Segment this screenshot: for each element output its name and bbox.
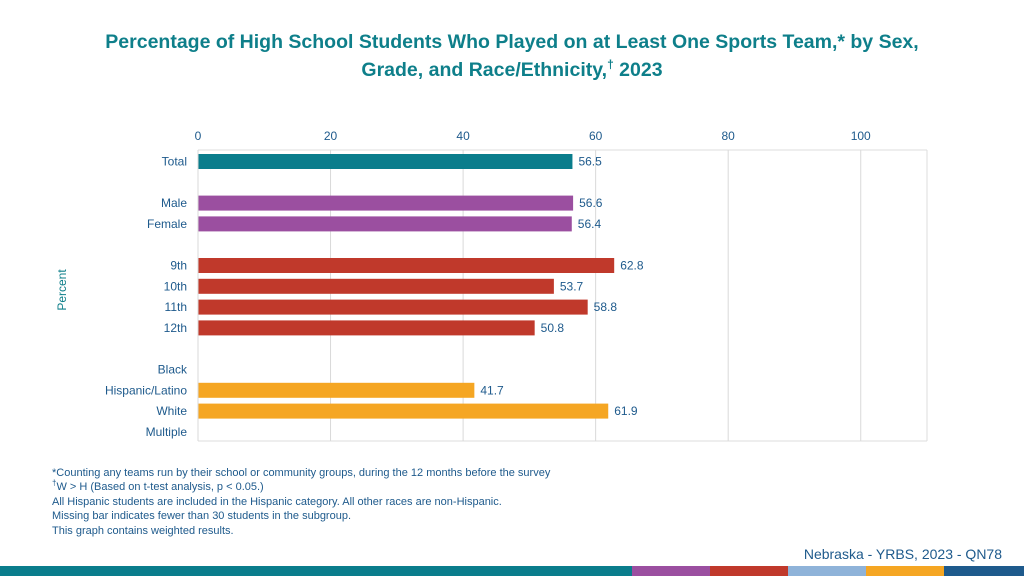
x-tick-label-60: 60 <box>589 129 603 143</box>
x-tick-label-100: 100 <box>851 129 871 143</box>
category-label-hispanic-latino: Hispanic/Latino <box>105 383 187 397</box>
bar-11th <box>198 299 588 315</box>
category-label-12th: 12th <box>164 321 187 335</box>
bar-hispanic-latino <box>198 382 475 398</box>
y-axis-label: Percent <box>55 269 69 311</box>
category-label-white: White <box>156 404 187 418</box>
footnote-5: This graph contains weighted results. <box>52 524 234 537</box>
x-tick-label-0: 0 <box>195 129 202 143</box>
data-label-female: 56.4 <box>578 217 602 231</box>
footer-band-segment <box>944 566 1024 576</box>
x-tick-label-40: 40 <box>456 129 470 143</box>
bar-male <box>198 195 574 211</box>
footer-band-segment <box>632 566 710 576</box>
bar-female <box>198 216 572 232</box>
footnotes: *Counting any teams run by their school … <box>52 466 752 538</box>
bar-white <box>198 403 609 419</box>
category-label-11th: 11th <box>165 300 187 314</box>
category-label-10th: 10th <box>164 279 187 293</box>
footnote-4: Missing bar indicates fewer than 30 stud… <box>52 510 352 523</box>
category-label-female: Female <box>147 217 187 231</box>
data-label-male: 56.6 <box>579 196 603 210</box>
source-label: Nebraska - YRBS, 2023 - QN78 <box>803 546 1002 562</box>
bar-total <box>198 154 573 169</box>
category-label-black: Black <box>158 363 188 377</box>
title-line-1: Percentage of High School Students Who P… <box>105 31 919 53</box>
data-label-12th: 50.8 <box>541 321 565 335</box>
data-label-11th: 58.8 <box>594 300 618 314</box>
footnote-2-dagger: † <box>52 478 57 488</box>
data-label-10th: 53.7 <box>560 279 584 293</box>
bar-12th <box>198 320 535 336</box>
title-line-2: Grade, and Race/Ethnicity, <box>361 59 608 81</box>
data-label-9th: 62.8 <box>620 259 644 273</box>
data-label-total: 56.5 <box>578 155 602 169</box>
category-label-total: Total <box>162 155 187 169</box>
footer-color-band <box>0 566 1024 576</box>
bar-10th <box>198 278 554 294</box>
x-tick-label-20: 20 <box>324 129 338 143</box>
data-label-white: 61.9 <box>614 404 638 418</box>
footer-band-segment <box>710 566 788 576</box>
data-label-hispanic-latino: 41.7 <box>480 383 504 397</box>
category-label-multiple: Multiple <box>146 425 188 439</box>
footer-band-segment <box>788 566 866 576</box>
footnote-2-text: W > H (Based on t-test analysis, p < 0.0… <box>56 481 264 494</box>
x-tick-label-80: 80 <box>722 129 736 143</box>
title-dagger: † <box>607 57 614 72</box>
bar-9th <box>198 258 615 273</box>
footer-band-segment <box>0 566 632 576</box>
footnote-3: All Hispanic students are included in th… <box>52 495 502 508</box>
footnote-2: †W > H (Based on t-test analysis, p < 0.… <box>52 478 752 494</box>
title-year: 2023 <box>613 59 663 81</box>
category-label-9th: 9th <box>170 259 187 273</box>
footnote-1: *Counting any teams run by their school … <box>52 467 551 479</box>
category-label-male: Male <box>161 196 187 210</box>
footer-band-segment <box>866 566 944 576</box>
chart-title: Percentage of High School Students Who P… <box>40 28 984 84</box>
